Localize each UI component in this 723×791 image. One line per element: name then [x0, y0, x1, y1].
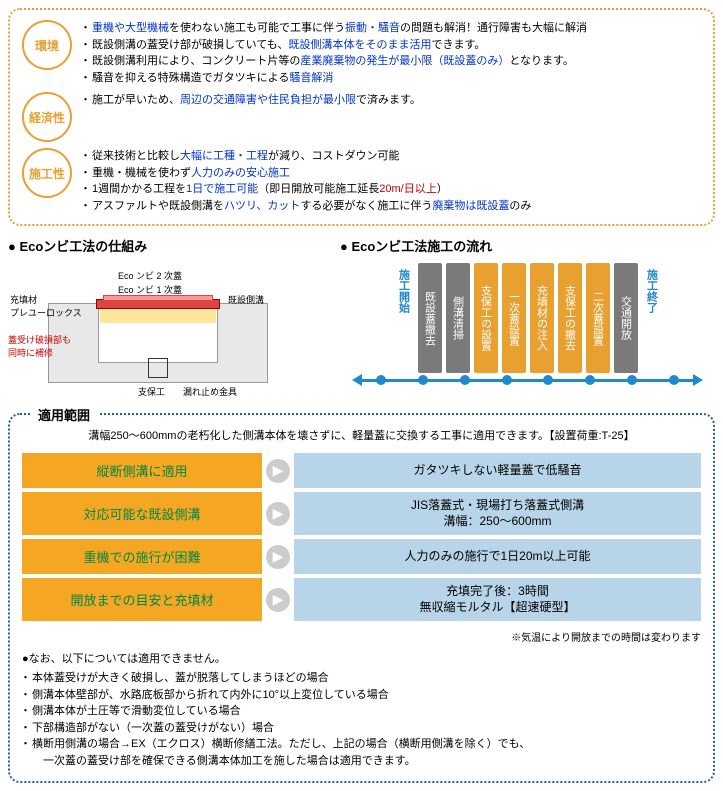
feature-item: 1週間かかる工程を1日で施工可能（即日開放可能施工延長20m/日以上）: [82, 181, 701, 198]
scope-row-left: 開放までの目安と充填材: [22, 578, 262, 621]
flow-start: 施工開始: [394, 263, 414, 373]
scope-title: 適用範囲: [30, 405, 98, 424]
arrow-icon: ▶: [266, 459, 290, 483]
feature-item: 重機・機械を使わず人力のみの安心施工: [82, 165, 701, 182]
feature-item: アスファルトや既設側溝をハツリ、カットする必要がなく施工に伴う廃棄物は既設蓋のみ: [82, 198, 701, 215]
label-lid1: Eco ンビ 1 次蓋: [118, 283, 182, 296]
exclusion-item: 側溝本体壁部が、水路底板部から折れて内外に10°以上変位している場合: [22, 687, 701, 704]
exclusion-title: なお、以下については適用できません。: [22, 650, 701, 666]
feature-item: 従来技術と比較し大幅に工種・工程が減り、コストダウン可能: [82, 148, 701, 165]
scope-row-left: 対応可能な既設側溝: [22, 492, 262, 535]
flow-step: 充填材の注入: [530, 263, 554, 373]
feature-item: 施工が早いため、周辺の交通障害や住民負担が最小限で済みます。: [82, 92, 701, 109]
scope-row-left: 重機での施行が困難: [22, 539, 262, 574]
middle-section: Ecoンビ工法の仕組み Eco ンビ 2 次蓋 Eco ンビ 1 次蓋 既設側溝…: [8, 236, 715, 403]
mechanism-title: Ecoンビ工法の仕組み: [8, 236, 328, 255]
feature-badge: 施工性: [22, 148, 72, 198]
label-stopper: 漏れ止め金具: [183, 385, 237, 398]
scope-row-right: JIS落蓋式・現場打ち落蓋式側溝溝幅：250～600mm: [294, 492, 701, 535]
flow-section: Ecoンビ工法施工の流れ 施工開始既設蓋撤去側溝清掃支保工の設置一次蓋設置充填材…: [340, 236, 715, 403]
scope-row-right: 充填完了後：3時間無収縮モルタル【超速硬型】: [294, 578, 701, 621]
flow-end: 施工終了: [642, 263, 662, 373]
label-existing: 既設側溝: [228, 293, 264, 306]
scope-row: 開放までの目安と充填材▶充填完了後：3時間無収縮モルタル【超速硬型】: [22, 578, 701, 621]
flow-step: 既設蓋撤去: [418, 263, 442, 373]
scope-row: 対応可能な既設側溝▶JIS落蓋式・現場打ち落蓋式側溝溝幅：250～600mm: [22, 492, 701, 535]
label-support: 支保工: [138, 385, 165, 398]
feature-item: 重機や大型機械を使わない施工も可能で工事に伴う振動・騒音の問題も解消！通行障害も…: [82, 20, 701, 37]
flow-step: 支保工の設置: [474, 263, 498, 373]
flow-step: 支保工の撤去: [558, 263, 582, 373]
flow-title: Ecoンビ工法施工の流れ: [340, 236, 715, 255]
feature-item: 既設側溝の蓋受け部が破損していても、既設側溝本体をそのまま活用できます。: [82, 37, 701, 54]
flow-step: 一次蓋設置: [502, 263, 526, 373]
arrow-icon: ▶: [266, 545, 290, 569]
flow-step: 交通開放: [614, 263, 638, 373]
scope-row-right: 人力のみの施行で1日20m以上可能: [294, 539, 701, 574]
flow-step: 側溝清掃: [446, 263, 470, 373]
flow-step: 二次蓋設置: [586, 263, 610, 373]
label-fill: 充填材 プレユーロックス: [10, 293, 82, 319]
scope-desc: 溝幅250～600mmの老朽化した側溝本体を壊さずに、軽量蓋に交換する工事に適用…: [22, 427, 701, 443]
scope-rows: 縦断側溝に適用▶ガタツキしない軽量蓋で低騒音対応可能な既設側溝▶JIS落蓋式・現…: [22, 453, 701, 621]
exclusion-item: 本体蓋受けが大きく破損し、蓋が脱落してしまうほどの場合: [22, 670, 701, 687]
scope-note: ※気温により開放までの時間は変わります: [22, 629, 701, 644]
features-box: 環境重機や大型機械を使わない施工も可能で工事に伴う振動・騒音の問題も解消！通行障…: [8, 8, 715, 226]
flow-boxes: 施工開始既設蓋撤去側溝清掃支保工の設置一次蓋設置充填材の注入支保工の撤去二次蓋設…: [340, 263, 715, 373]
scope-row: 重機での施行が困難▶人力のみの施行で1日20m以上可能: [22, 539, 701, 574]
feature-item: 騒音を抑える特殊構造でガタツキによる騒音解消: [82, 70, 701, 87]
label-damage: 蓋受け破損部も 同時に補修: [8, 333, 71, 359]
feature-badge: 環境: [22, 20, 72, 70]
scope-row-left: 縦断側溝に適用: [22, 453, 262, 488]
scope-row: 縦断側溝に適用▶ガタツキしない軽量蓋で低騒音: [22, 453, 701, 488]
exclusion-item: 下部構造部がない（一次蓋の蓋受けがない）場合: [22, 720, 701, 737]
exclusion-list: 本体蓋受けが大きく破損し、蓋が脱落してしまうほどの場合側溝本体壁部が、水路底板部…: [22, 670, 701, 769]
exclusion-item: 側溝本体が土圧等で滑動変位している場合: [22, 703, 701, 720]
label-lid2: Eco ンビ 2 次蓋: [118, 269, 182, 282]
mechanism-diagram: Eco ンビ 2 次蓋 Eco ンビ 1 次蓋 既設側溝 充填材 プレユーロック…: [8, 263, 308, 403]
mechanism-section: Ecoンビ工法の仕組み Eco ンビ 2 次蓋 Eco ンビ 1 次蓋 既設側溝…: [8, 236, 328, 403]
feature-badge: 経済性: [22, 92, 72, 142]
arrow-icon: ▶: [266, 502, 290, 526]
scope-box: 適用範囲 溝幅250～600mmの老朽化した側溝本体を壊さずに、軽量蓋に交換する…: [8, 413, 715, 783]
feature-item: 既設側溝利用により、コンクリート片等の産業廃棄物の発生が最小限（既設蓋のみ）とな…: [82, 53, 701, 70]
arrow-icon: ▶: [266, 588, 290, 612]
scope-row-right: ガタツキしない軽量蓋で低騒音: [294, 453, 701, 488]
exclusion-item: 横断用側溝の場合→EX（エクロス）横断修繕工法。ただし、上記の場合（横断用側溝を…: [22, 736, 701, 769]
